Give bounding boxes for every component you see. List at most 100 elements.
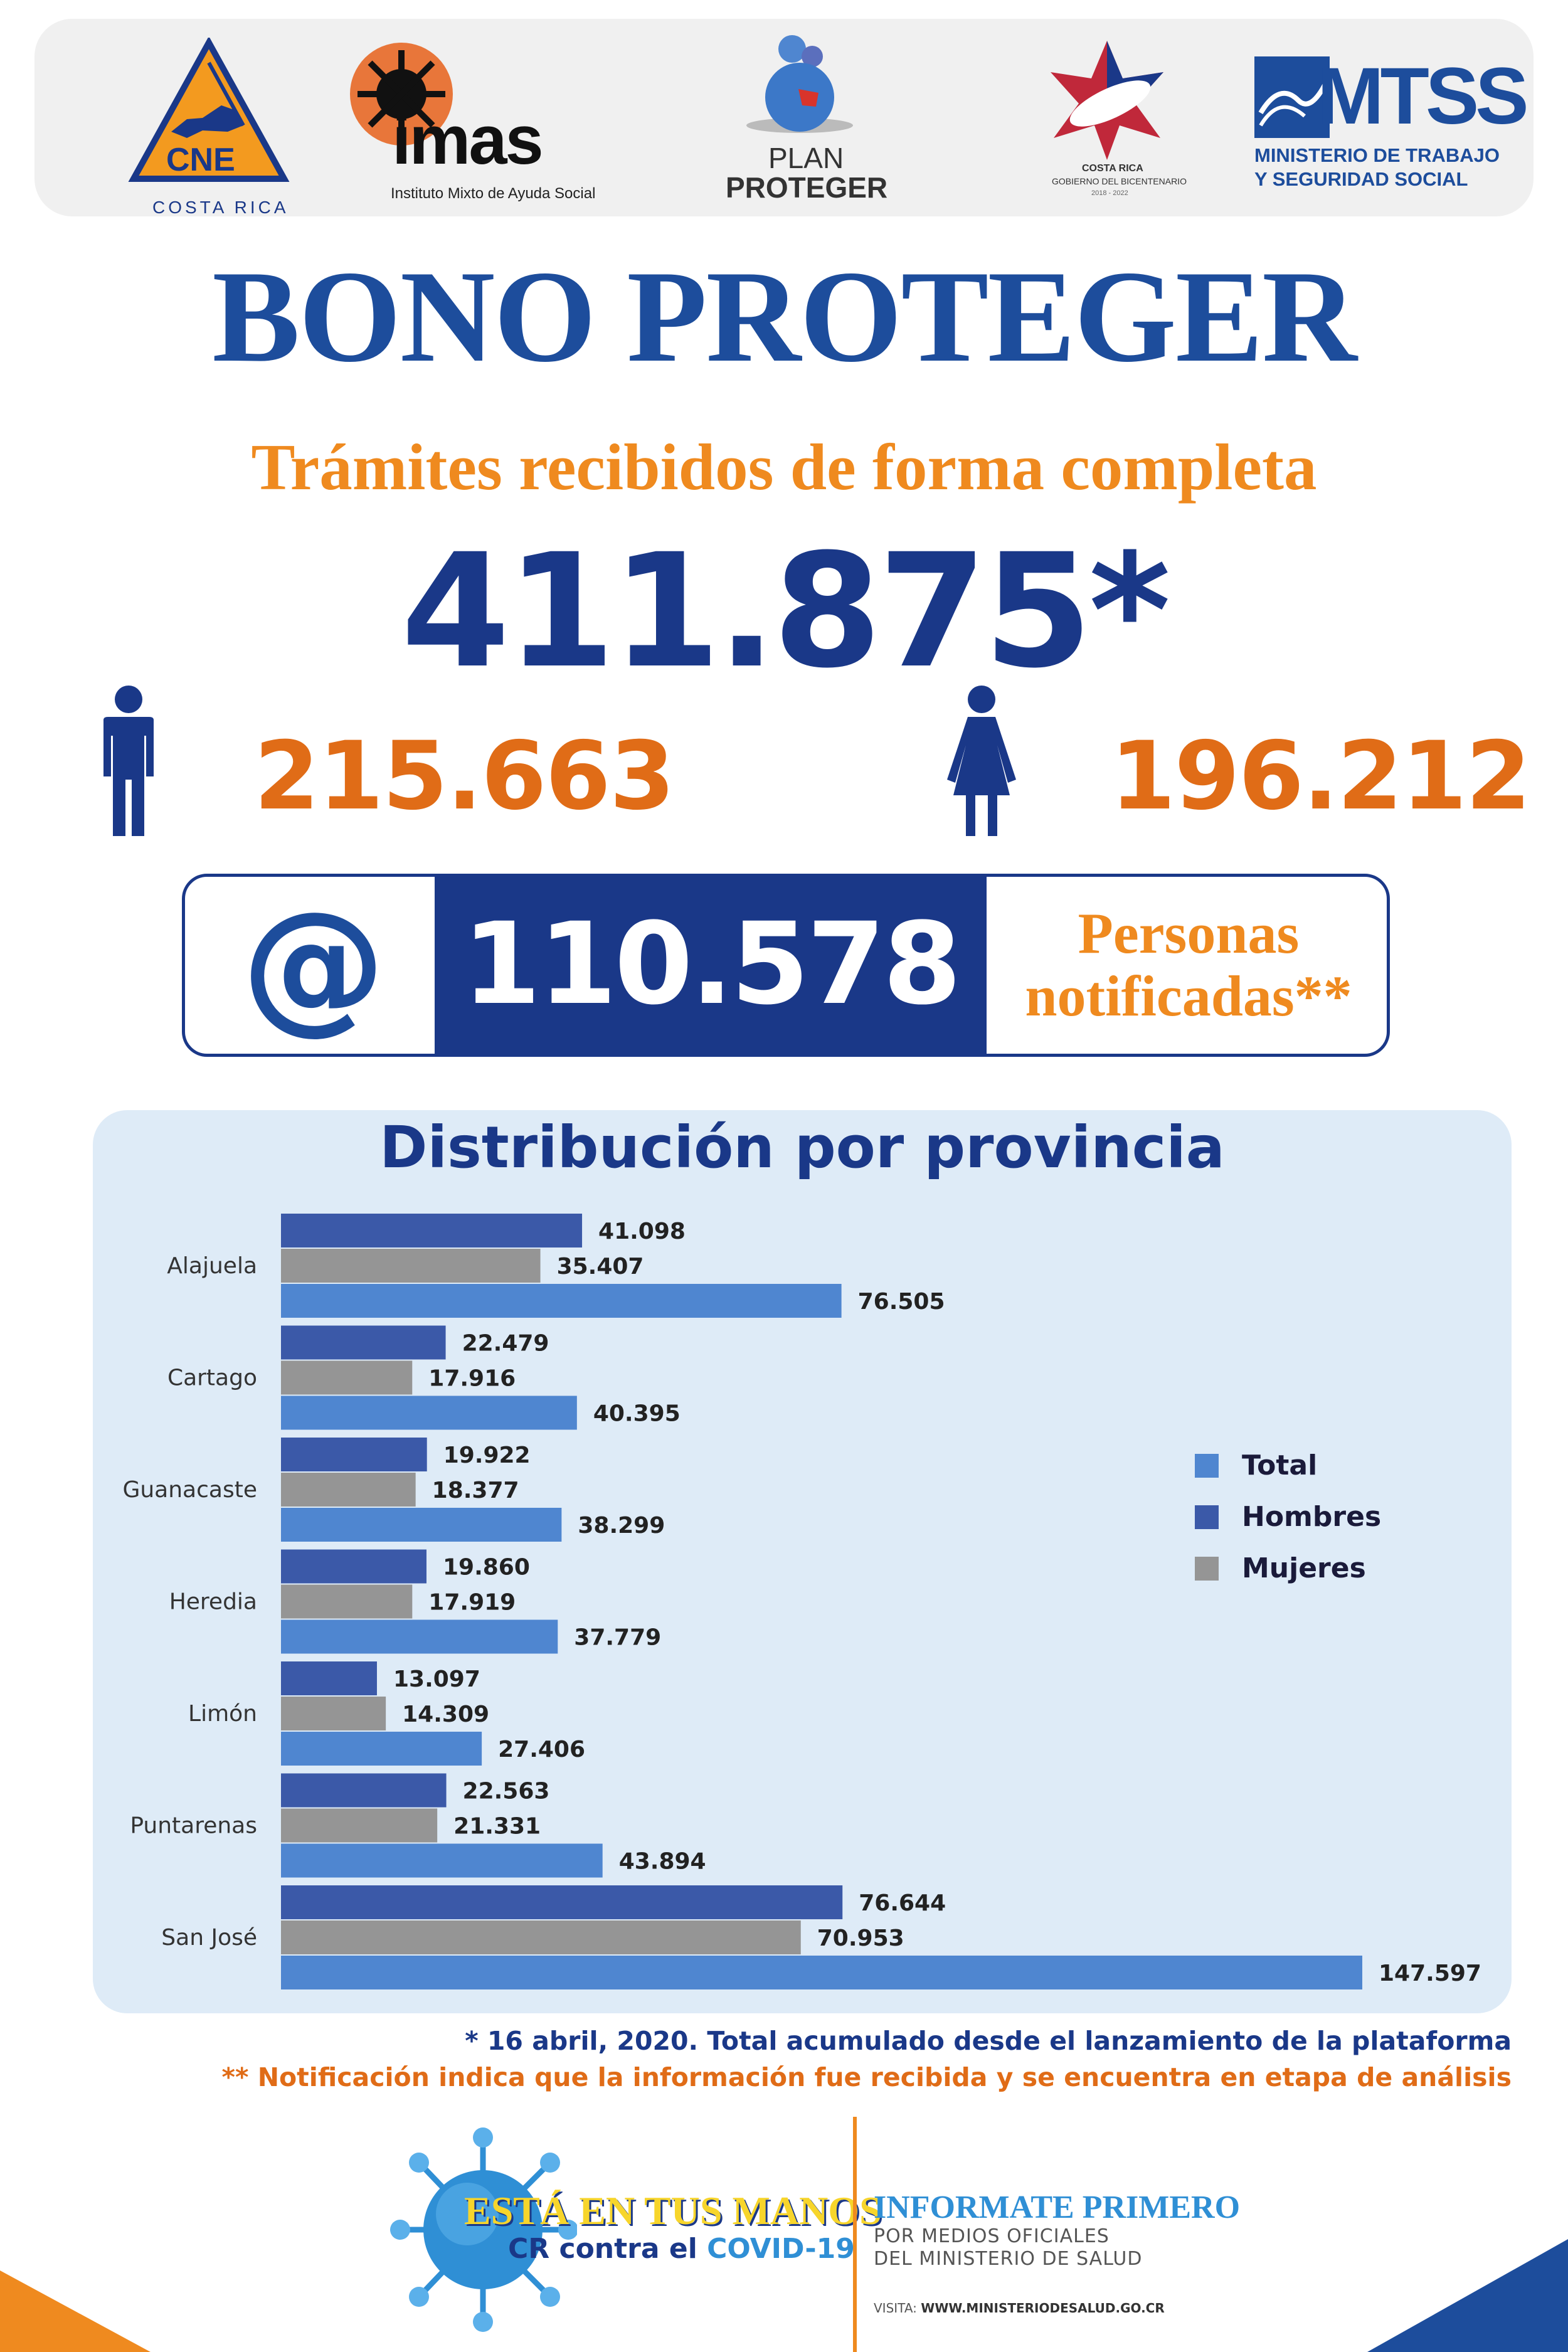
bar-guanacaste-total: [281, 1508, 562, 1542]
plan-proteger-logo: PLAN PROTEGER: [718, 31, 887, 213]
bar-san-jose-hombres: [281, 1885, 843, 1919]
mtss-line2: Y SEGURIDAD SOCIAL: [1254, 168, 1468, 190]
bar-san-jose-mujeres: [281, 1920, 801, 1954]
notifications-count: 110.578: [462, 899, 961, 1030]
category-label-alajuela: Alajuela: [167, 1253, 257, 1279]
footer-triangle-right: [1367, 2239, 1568, 2352]
imas-logo: imas Instituto Mixto de Ayuda Social: [348, 41, 637, 204]
female-icon: [944, 686, 1019, 842]
value-label-heredia-mujeres: 17.919: [428, 1590, 516, 1616]
inform-title: INFORMATE PRIMERO: [874, 2190, 1241, 2225]
gobierno-line3: 2018 - 2022: [1091, 189, 1128, 197]
virus-icon: [390, 2127, 577, 2332]
bar-cartago-hombres: [281, 1325, 446, 1360]
cne-label: CNE: [166, 142, 235, 178]
footer-triangle-left: [0, 2270, 151, 2352]
notifications-label-line2: notificadas**: [1025, 964, 1352, 1028]
bar-puntarenas-total: [281, 1843, 603, 1878]
category-label-puntarenas: Puntarenas: [130, 1813, 257, 1839]
value-label-cartago-total: 40.395: [593, 1401, 681, 1427]
category-label-guanacaste: Guanacaste: [122, 1477, 257, 1503]
value-label-heredia-total: 37.779: [574, 1625, 661, 1651]
gobierno-line1: COSTA RICA: [1082, 163, 1143, 174]
plan-line2: PROTEGER: [726, 171, 888, 204]
mtss-hands-icon: [1254, 56, 1330, 138]
value-label-heredia-hombres: 19.860: [443, 1555, 530, 1581]
campaign-covid-line: CR contra el COVID-19: [508, 2232, 855, 2267]
value-label-san-jose-total: 147.597: [1379, 1961, 1481, 1986]
category-label-cartago: Cartago: [167, 1365, 257, 1391]
campaign-slogan: ESTÁ EN TUS MANOS: [464, 2188, 882, 2233]
legend-label-hombres: Hombres: [1242, 1501, 1381, 1533]
category-label-heredia: Heredia: [169, 1589, 257, 1615]
inform-line1: POR MEDIOS OFICIALES: [874, 2225, 1110, 2247]
imas-emblem-icon: [350, 43, 453, 146]
value-label-alajuela-hombres: 41.098: [598, 1219, 686, 1244]
bar-alajuela-total: [281, 1284, 842, 1318]
imas-sub: Instituto Mixto de Ayuda Social: [391, 185, 596, 202]
page-title: BONO PROTEGER: [212, 244, 1357, 389]
logo-bar: CNE COSTA RICA imas Instituto Mixto de A…: [34, 19, 1534, 217]
category-label-limon: Limón: [188, 1701, 257, 1727]
mtss-logo: MTSS MINISTERIO DE TRABAJO Y SEGURIDAD S…: [1254, 51, 1529, 207]
legend-swatch-mujeres: [1195, 1557, 1219, 1581]
bar-san-jose-total: [281, 1956, 1362, 1989]
value-label-san-jose-mujeres: 70.953: [817, 1926, 904, 1951]
gobierno-logo: COSTA RICA GOBIERNO DEL BICENTENARIO 201…: [1032, 34, 1187, 216]
bar-limon-mujeres: [281, 1697, 386, 1730]
notifications-label-line1: Personas: [1078, 901, 1300, 965]
value-label-cartago-mujeres: 17.916: [428, 1366, 516, 1392]
value-label-limon-total: 27.406: [498, 1737, 585, 1762]
total-count: 411.875*: [401, 520, 1170, 702]
bar-heredia-total: [281, 1619, 558, 1654]
notifications-count-panel: [435, 877, 987, 1054]
bar-cartago-total: [281, 1396, 577, 1430]
bar-puntarenas-hombres: [281, 1773, 447, 1808]
chart-title: Distribución por provincia: [379, 1114, 1225, 1181]
bar-guanacaste-mujeres: [281, 1473, 416, 1507]
notifications-box: @ 110.578 Personas notificadas**: [182, 874, 1390, 1057]
category-label-san-jose: San José: [161, 1925, 257, 1951]
value-label-alajuela-mujeres: 35.407: [557, 1254, 644, 1279]
bar-limon-hombres: [281, 1661, 377, 1695]
bar-cartago-mujeres: [281, 1360, 413, 1395]
male-icon: [94, 686, 163, 842]
mtss-line1: MINISTERIO DE TRABAJO: [1254, 144, 1500, 166]
mtss-label: MTSS: [1317, 51, 1529, 141]
value-label-cartago-hombres: 22.479: [462, 1331, 549, 1357]
legend-label-mujeres: Mujeres: [1242, 1552, 1366, 1584]
imas-label: imas: [392, 102, 544, 179]
cne-triangle-icon: [128, 36, 290, 182]
plan-line1: PLAN: [768, 142, 844, 174]
cne-sub: COSTA RICA: [152, 198, 289, 217]
value-label-puntarenas-mujeres: 21.331: [453, 1814, 541, 1840]
bicentenario-star-icon: [1051, 41, 1163, 160]
legend-label-total: Total: [1242, 1449, 1317, 1481]
bar-puntarenas-mujeres: [281, 1808, 438, 1843]
value-label-limon-mujeres: 14.309: [402, 1702, 489, 1727]
legend-swatch-total: [1195, 1454, 1219, 1478]
gobierno-line2: GOBIERNO DEL BICENTENARIO: [1052, 176, 1187, 186]
value-label-guanacaste-mujeres: 18.377: [432, 1478, 519, 1503]
value-label-alajuela-total: 76.505: [858, 1289, 945, 1315]
visit-url[interactable]: WWW.MINISTERIODESALUD.GO.CR: [921, 2301, 1165, 2316]
bar-alajuela-mujeres: [281, 1249, 541, 1283]
bar-heredia-mujeres: [281, 1584, 413, 1619]
footnote-notification: ** Notificación indica que la informació…: [221, 2062, 1512, 2092]
at-icon: @: [241, 881, 386, 1049]
page-subtitle: Trámites recibidos de forma completa: [251, 430, 1317, 504]
bar-limon-total: [281, 1732, 482, 1766]
cne-logo: CNE COSTA RICA: [127, 36, 290, 220]
plan-proteger-globe-icon: [746, 35, 853, 133]
bar-guanacaste-hombres: [281, 1438, 427, 1471]
men-count: 215.663: [254, 722, 675, 831]
bar-alajuela-hombres: [281, 1214, 583, 1248]
campaign-covid-highlight: COVID-19: [707, 2233, 855, 2265]
value-label-guanacaste-hombres: 19.922: [443, 1443, 531, 1468]
footer-divider: [853, 2117, 857, 2352]
visit-label: VISITA:: [874, 2301, 921, 2316]
campaign-covid-prefix: CR contra el: [508, 2233, 707, 2265]
notifications-label: Personas notificadas**: [994, 902, 1383, 1027]
footnote-date: * 16 abril, 2020. Total acumulado desde …: [465, 2026, 1512, 2056]
